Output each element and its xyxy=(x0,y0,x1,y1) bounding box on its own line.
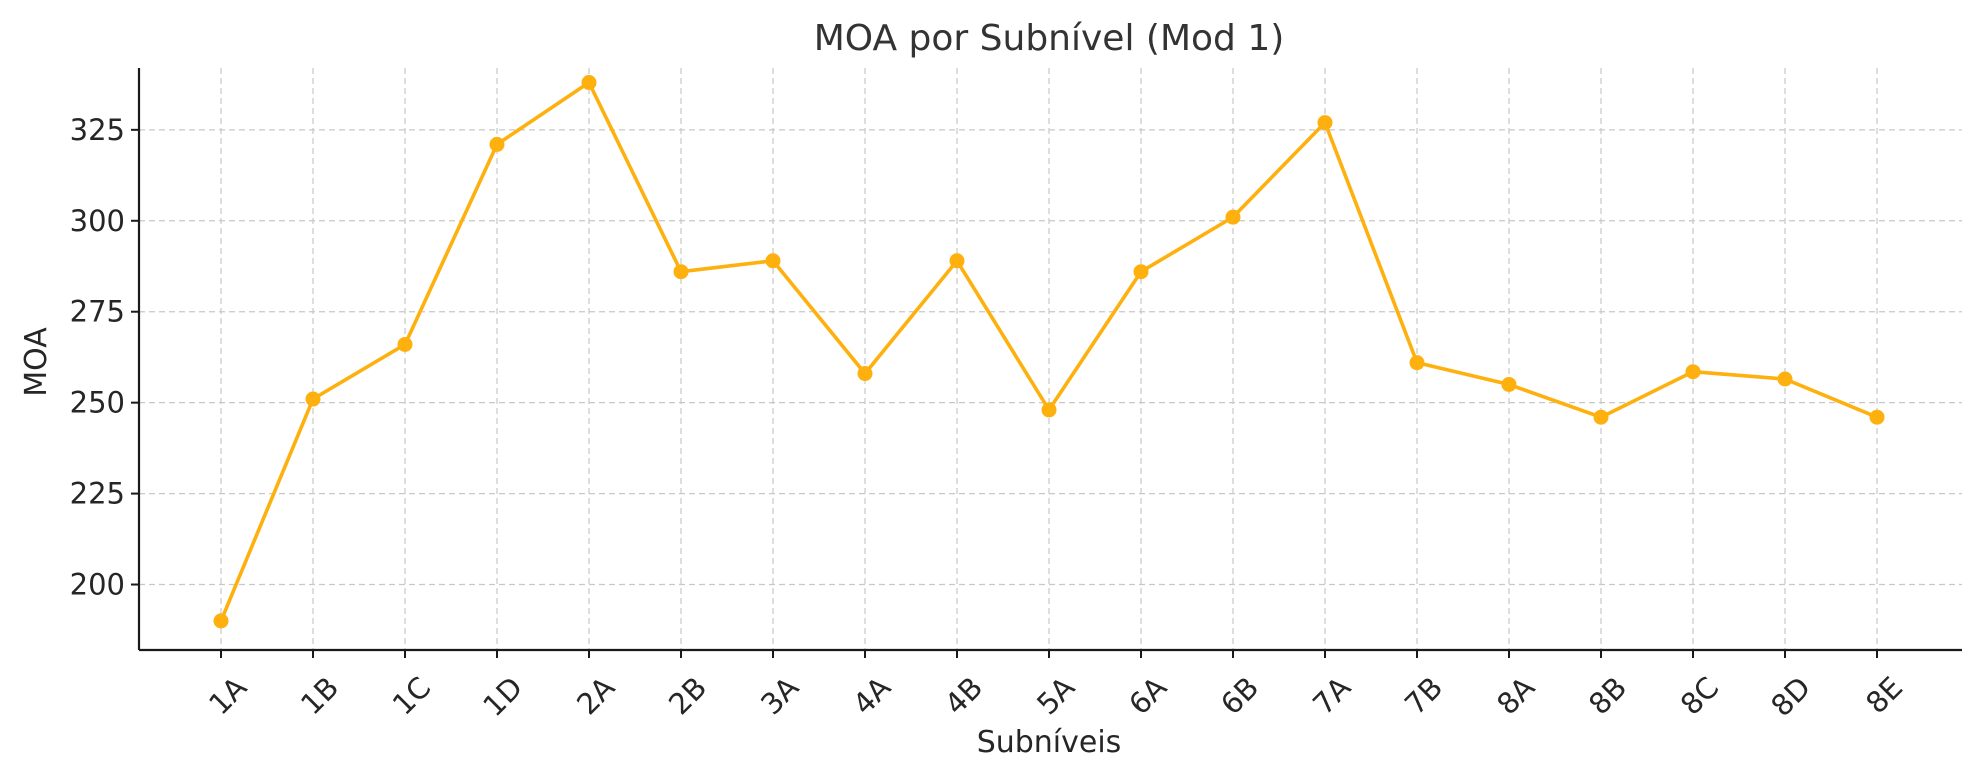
x-tick-label: 8E xyxy=(1859,670,1909,720)
x-tick-label: 8A xyxy=(1490,670,1541,721)
data-point xyxy=(305,391,321,407)
data-point xyxy=(1777,371,1793,387)
y-tick-label: 300 xyxy=(70,204,125,238)
x-tick-label: 6A xyxy=(1122,670,1173,721)
chart-title: MOA por Subnível (Mod 1) xyxy=(814,18,1285,59)
x-tick-label: 7B xyxy=(1398,670,1449,721)
data-point xyxy=(397,336,413,352)
data-point xyxy=(1133,264,1149,280)
data-point xyxy=(1317,115,1333,131)
data-point xyxy=(1225,209,1241,225)
x-tick-label: 8B xyxy=(1582,670,1633,721)
grid xyxy=(139,68,1962,650)
x-tick-label: 2A xyxy=(570,670,621,721)
y-axis-title: MOA xyxy=(19,327,54,397)
y-tick-label: 250 xyxy=(70,386,125,420)
x-tick-label: 1D xyxy=(476,670,529,723)
data-point xyxy=(857,366,873,382)
data-point xyxy=(1501,376,1517,392)
y-tick-label: 225 xyxy=(70,477,125,511)
x-tick-label: 1C xyxy=(386,670,437,721)
data-point xyxy=(1869,409,1885,425)
x-axis-title: Subníveis xyxy=(977,725,1122,760)
series xyxy=(213,75,1885,629)
data-point xyxy=(1593,409,1609,425)
data-point xyxy=(1685,364,1701,380)
x-tick-label: 8C xyxy=(1674,670,1725,721)
x-tick-label: 5A xyxy=(1030,670,1081,721)
x-ticks: 1A 1B 1C 1D 2A 2B 3A 4A 4B 5A 6A 6B 7A 7B 8A 8B 8C 8D 8E xyxy=(202,650,1909,723)
data-point xyxy=(1409,355,1425,371)
data-point xyxy=(1041,402,1057,418)
y-tick-label: 275 xyxy=(70,295,125,329)
axes xyxy=(137,68,1962,652)
y-tick-label: 200 xyxy=(70,568,125,602)
data-point xyxy=(213,613,229,629)
data-point xyxy=(765,253,781,269)
data-point xyxy=(489,136,505,152)
x-tick-label: 6B xyxy=(1214,670,1265,721)
x-tick-label: 4A xyxy=(846,670,897,721)
y-tick-label: 325 xyxy=(70,113,125,147)
x-tick-label: 1B xyxy=(294,670,345,721)
x-tick-label: 4B xyxy=(938,670,989,721)
x-tick-label: 7A xyxy=(1306,670,1357,721)
y-ticks: 200 225 250 275 300 325 xyxy=(70,113,139,602)
x-tick-label: 2B xyxy=(662,670,713,721)
data-point xyxy=(673,264,689,280)
x-tick-label: 1A xyxy=(202,670,253,721)
data-point xyxy=(581,75,597,91)
x-tick-label: 3A xyxy=(754,670,805,721)
x-tick-label: 8D xyxy=(1764,670,1817,723)
data-point xyxy=(949,253,965,269)
